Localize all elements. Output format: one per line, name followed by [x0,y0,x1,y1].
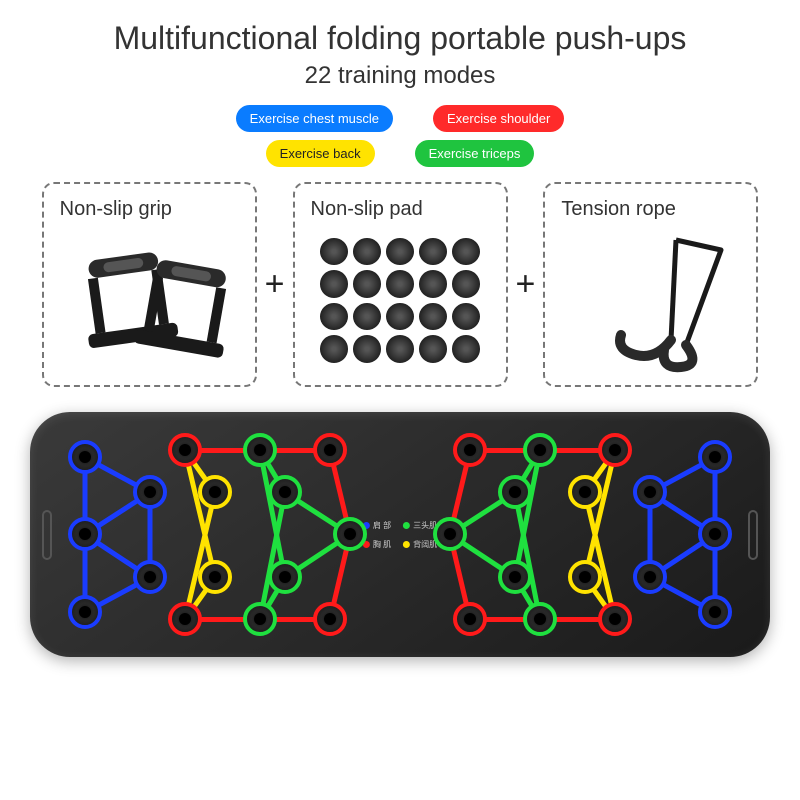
pushup-board: 肩 部胸 肌 三头肌背阔肌 [30,412,770,657]
pad-dot [452,303,480,331]
pad-dot [419,335,447,363]
board-hole [168,602,202,636]
pad-dot [353,270,381,298]
pad-dot [386,270,414,298]
legend-item: 三头肌 [403,520,437,531]
board-hole [698,595,732,629]
pad-dot [419,303,447,331]
board-hole [598,433,632,467]
board-hole [198,475,232,509]
mode-pill: Exercise triceps [415,140,535,167]
board-hole [68,517,102,551]
board-hole [598,602,632,636]
component-label: Tension rope [555,194,746,225]
pad-dot [353,303,381,331]
legend-item: 背阔肌 [403,539,437,550]
pad-dot [320,335,348,363]
pad-dot [353,335,381,363]
board-hole [243,433,277,467]
board-hole [633,475,667,509]
side-slot-right [748,510,758,560]
page-title: Multifunctional folding portable push-up… [30,20,770,57]
legend-item: 胸 肌 [363,539,391,550]
pad-dot [419,238,447,266]
pad-dot [452,238,480,266]
board-hole [633,560,667,594]
board-hole [313,433,347,467]
board-hole [313,602,347,636]
board-hole [453,433,487,467]
board-hole [168,433,202,467]
board-hole [498,475,532,509]
pad-dot [452,270,480,298]
board-hole [568,475,602,509]
board-hole [133,475,167,509]
board-hole [68,440,102,474]
plus-icon: + [265,265,285,304]
pad-dot [386,335,414,363]
pad-dot [419,270,447,298]
pad-dot [353,238,381,266]
board-hole [333,517,367,551]
pad-dot [386,303,414,331]
component-pads: Non-slip pad [293,182,508,387]
side-slot-left [42,510,52,560]
board-hole [198,560,232,594]
board-hole [268,475,302,509]
board-hole [498,560,532,594]
board-hole [568,560,602,594]
board-hole [243,602,277,636]
pills-container: Exercise chest muscle Exercise shoulder Ex… [30,105,770,167]
pad-dot [320,303,348,331]
component-rope: Tension rope [543,182,758,387]
pad-dot [320,238,348,266]
mode-pill: Exercise shoulder [433,105,564,132]
components-row: Non-slip grip + No [30,182,770,387]
pad-dot [320,270,348,298]
grip-visual [54,225,245,375]
rope-visual [555,225,746,375]
board-hole [268,560,302,594]
component-grip: Non-slip grip [42,182,257,387]
component-label: Non-slip pad [305,194,496,225]
pads-visual [305,225,496,375]
plus-icon: + [516,265,536,304]
pad-dot [386,238,414,266]
legend-item: 肩 部 [363,520,391,531]
mode-pill: Exercise chest muscle [236,105,393,132]
board-hole [698,440,732,474]
board-legend: 肩 部胸 肌 三头肌背阔肌 [363,520,437,550]
board-hole [523,433,557,467]
board-hole [68,595,102,629]
board-hole [453,602,487,636]
board-hole [523,602,557,636]
component-label: Non-slip grip [54,194,245,225]
board-hole [698,517,732,551]
pad-dot [452,335,480,363]
board-hole [433,517,467,551]
board-hole [133,560,167,594]
mode-pill: Exercise back [266,140,375,167]
page-subtitle: 22 training modes [30,62,770,90]
